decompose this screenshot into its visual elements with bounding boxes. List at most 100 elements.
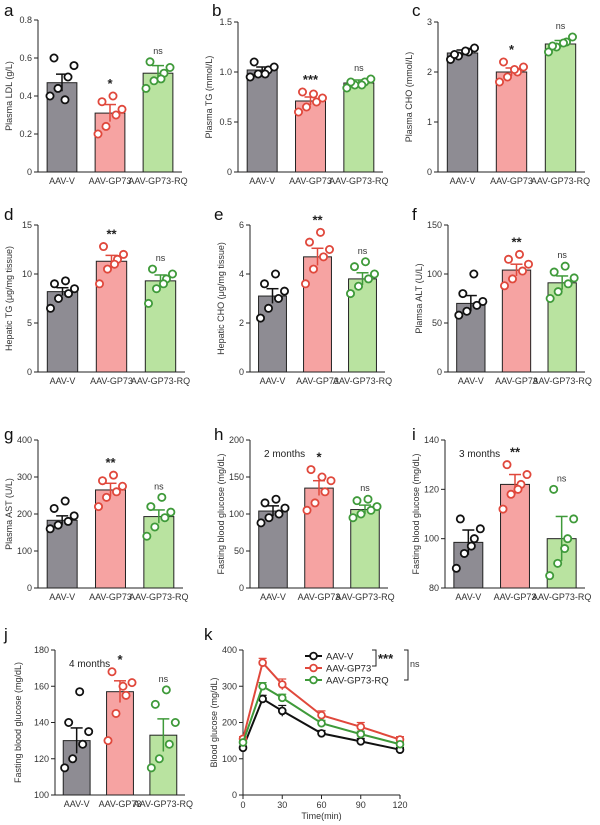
y-tick-label: 3 [427,17,432,27]
data-point [256,518,266,528]
data-point [263,303,273,313]
panel-letter: d [4,205,13,224]
data-point [63,516,73,526]
data-point [269,62,279,72]
y-tick-label: 1.5 [219,17,232,27]
category-label: AAV-GP73 [494,592,537,602]
significance-label: ns [557,473,567,483]
y-tick-label: 6 [239,220,244,230]
data-point [273,293,283,303]
y-tick-label: 0 [232,790,237,800]
data-point [260,69,270,79]
y-tick-label: 0 [437,367,442,377]
data-point [95,279,105,289]
y-tick-label: 10 [22,269,32,279]
y-tick-label: 0.4 [19,91,32,101]
significance-label: *** [303,72,319,87]
data-point [349,262,359,272]
data-point [318,252,328,262]
x-tick-label: 120 [392,800,407,810]
y-tick-label: 120 [34,754,49,764]
significance-label: ** [106,227,117,242]
data-point [549,484,559,494]
legend-label: AAV-V [326,652,354,663]
data-point [63,72,73,82]
data-point [372,502,382,512]
data-point [259,279,269,289]
data-point [150,699,160,709]
data-point [549,267,559,277]
data-point [101,121,111,131]
panel-f: f 0 50 100 150 Plamsa ALT (U/L) AAV-V AAV-GP73 *… [412,205,592,386]
data-point [509,65,519,75]
data-point [460,46,470,56]
data-point [519,62,529,72]
y-tick-label: 0 [227,167,232,177]
data-point [264,513,274,523]
data-point [158,279,168,289]
data-point [271,494,281,504]
data-point [53,83,63,93]
bar [246,69,278,173]
data-point [301,102,311,112]
legend-swatch-marker [309,675,318,685]
category-label: AAV-GP73-RQ [333,376,392,386]
panel-letter: f [412,205,417,224]
significance-label: * [316,450,322,465]
panel-d: d 0 5 10 15 Hepatic TG (μg/mg tissue) AAV-V AAV… [4,205,190,386]
data-point [297,87,307,97]
data-point [156,74,166,84]
data-point [308,264,318,274]
y-axis-label: Hepatic TG (μg/mg tissue) [4,246,14,351]
y-tick-label: 200 [229,435,244,445]
category-label: AAV-GP73 [99,799,142,809]
data-point [451,563,461,573]
significance-label: ns [354,63,364,73]
category-label: AAV-V [260,592,286,602]
data-point [69,511,79,521]
data-point [258,681,267,691]
category-label: AAV-GP73-RQ [531,176,590,186]
data-point [544,47,554,57]
y-axis-label: Fasting blood glucose (mg/dL) [216,453,226,574]
bar [544,43,577,173]
data-point [150,522,160,532]
panel-b: b 0 0.5 1.0 1.5 Plasma TG (mmol/L) AAV-V AAV-GP… [204,1,389,186]
category-label: AAV-GP73-RQ [532,376,591,386]
category-label: AAV-GP73 [289,176,332,186]
panel-letter: k [204,625,213,644]
category-label: AAV-GP73-RQ [134,799,193,809]
data-point [61,276,71,286]
data-point [147,264,157,274]
data-point [545,293,555,303]
data-point [356,737,366,746]
y-axis-label: Plasma AST (U/L) [4,478,14,550]
panel-k: k 0 100 200 300 400 Blood glucose (mg/dL) 0 30 60… [204,625,420,821]
data-point [356,722,366,732]
data-point [502,72,512,82]
y-tick-label: 15 [22,220,32,230]
significance-label: * [509,42,515,57]
data-point [326,476,336,486]
y-axis-label: Plasma CHO (mmol/L) [404,52,414,143]
data-point [548,41,558,51]
data-point [146,763,156,773]
bar [495,71,528,173]
significance-label: ns [410,659,420,669]
data-point [97,97,107,107]
y-tick-label: 5 [27,318,32,328]
bar [303,256,332,373]
data-point [524,259,534,269]
significance-label: ** [105,455,116,470]
data-point [353,281,363,291]
data-point [553,287,563,297]
category-label: AAV-V [260,376,286,386]
category-label: AAV-V [249,176,275,186]
category-label: AAV-GP73 [89,176,132,186]
data-point [518,266,528,276]
legend-swatch-marker [309,663,318,673]
data-point [45,91,55,101]
data-point [507,274,517,284]
